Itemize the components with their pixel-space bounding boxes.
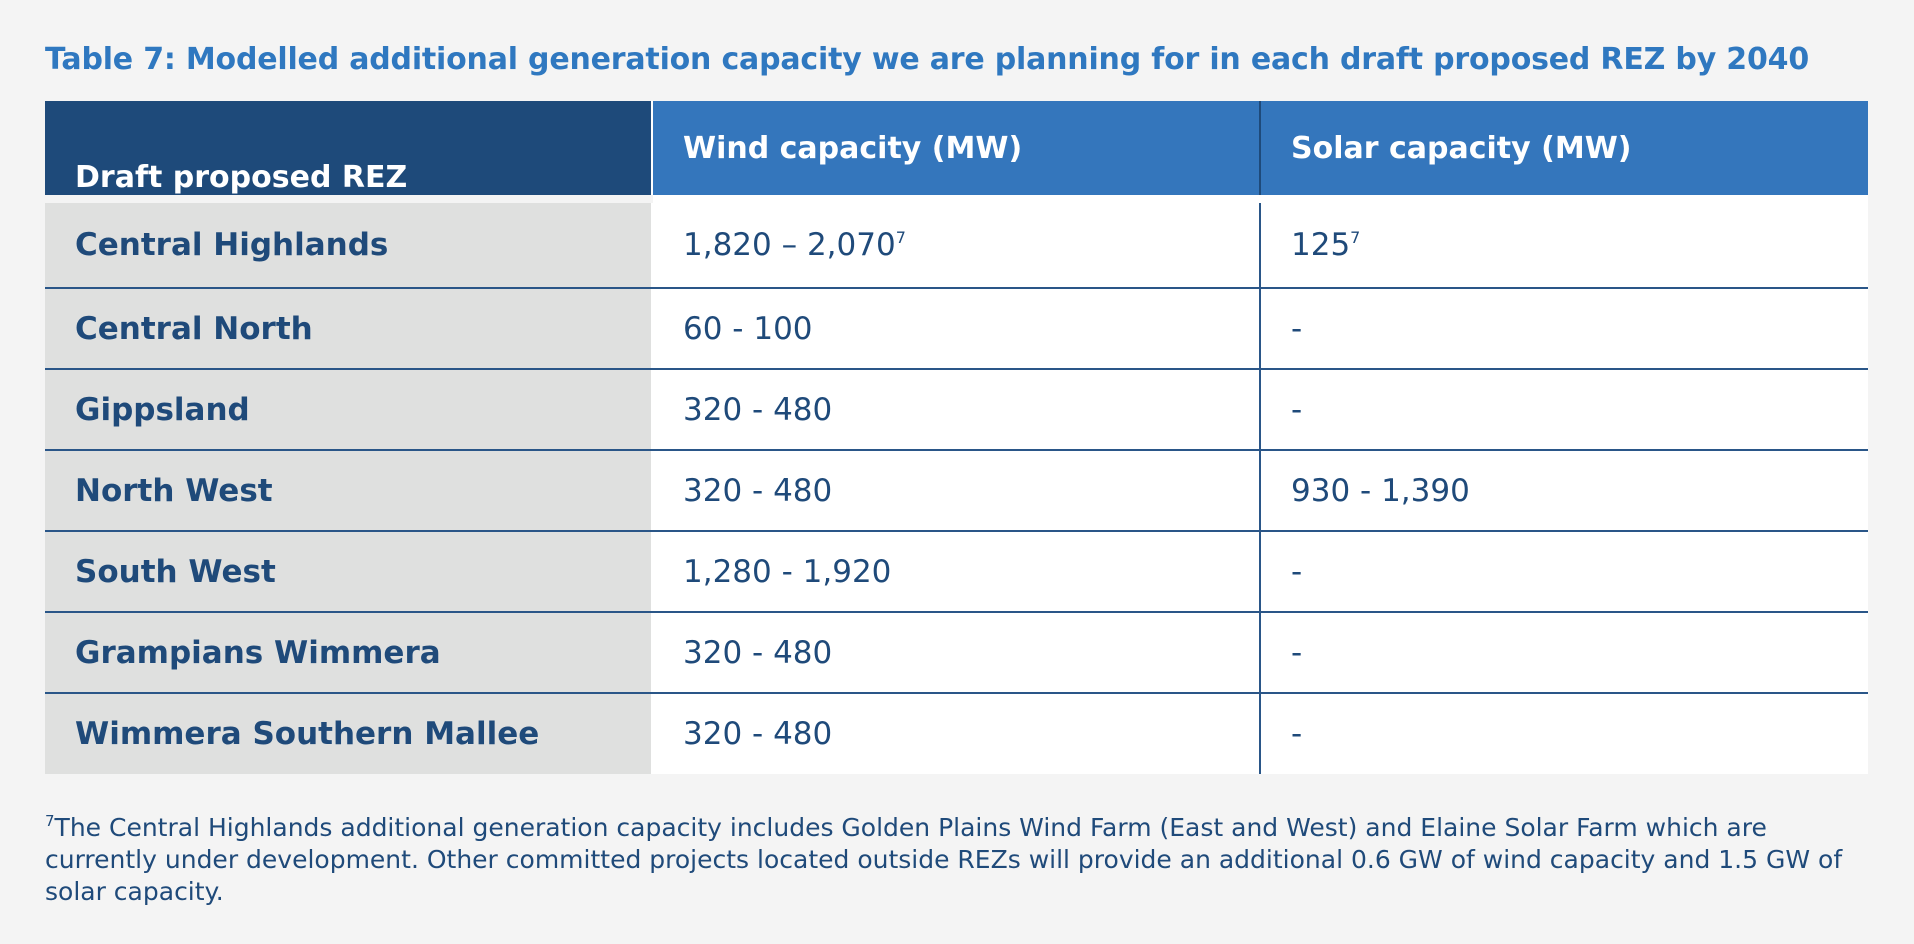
wind-cell: 60 - 100 — [652, 288, 1261, 370]
wind-cell: 320 - 480 — [652, 612, 1261, 694]
table-row: Gippsland 320 - 480 - — [45, 369, 1868, 451]
solar-cell: 930 - 1,390 — [1260, 450, 1868, 532]
solar-cell: - — [1260, 288, 1868, 370]
footnote-ref: 7 — [1350, 228, 1361, 247]
footnote-ref: 7 — [895, 228, 906, 247]
wind-cell: 1,820 – 2,0707 — [652, 195, 1261, 289]
footnote-text: The Central Highlands additional generat… — [45, 813, 1843, 906]
region-cell: Wimmera Southern Mallee — [45, 693, 653, 774]
header-region: Draft proposed REZ — [45, 101, 652, 199]
header-solar-capacity: Solar capacity (MW) — [1259, 101, 1868, 199]
region-cell: Gippsland — [45, 369, 653, 451]
table-row: Central North 60 - 100 - — [45, 288, 1868, 370]
wind-cell: 320 - 480 — [652, 369, 1261, 451]
document-page: Table 7: Modelled additional generation … — [45, 0, 1868, 906]
wind-cell: 1,280 - 1,920 — [652, 531, 1261, 613]
table-header-row: Draft proposed REZ Wind capacity (MW) So… — [45, 101, 1868, 199]
region-cell: Central Highlands — [45, 195, 653, 289]
region-cell: Central North — [45, 288, 653, 370]
footnote-marker: 7 — [45, 812, 55, 830]
table-title: Table 7: Modelled additional generation … — [45, 42, 1809, 77]
table-row: Grampians Wimmera 320 - 480 - — [45, 612, 1868, 694]
footnote: 7The Central Highlands additional genera… — [45, 812, 1875, 908]
region-cell: South West — [45, 531, 653, 613]
table-row: Central Highlands 1,820 – 2,0707 1257 — [45, 195, 1868, 289]
header-wind-capacity: Wind capacity (MW) — [651, 101, 1260, 199]
table-row: South West 1,280 - 1,920 - — [45, 531, 1868, 613]
rez-capacity-table: Draft proposed REZ Wind capacity (MW) So… — [45, 101, 1868, 774]
wind-cell: 320 - 480 — [652, 450, 1261, 532]
table-row: North West 320 - 480 930 - 1,390 — [45, 450, 1868, 532]
wind-value: 1,820 – 2,070 — [683, 227, 896, 263]
solar-cell: - — [1260, 369, 1868, 451]
table-row: Wimmera Southern Mallee 320 - 480 - — [45, 693, 1868, 774]
solar-cell: - — [1260, 531, 1868, 613]
solar-cell: 1257 — [1260, 195, 1868, 289]
solar-cell: - — [1260, 612, 1868, 694]
region-cell: Grampians Wimmera — [45, 612, 653, 694]
solar-cell: - — [1260, 693, 1868, 774]
wind-cell: 320 - 480 — [652, 693, 1261, 774]
solar-value: 125 — [1291, 227, 1351, 263]
region-cell: North West — [45, 450, 653, 532]
